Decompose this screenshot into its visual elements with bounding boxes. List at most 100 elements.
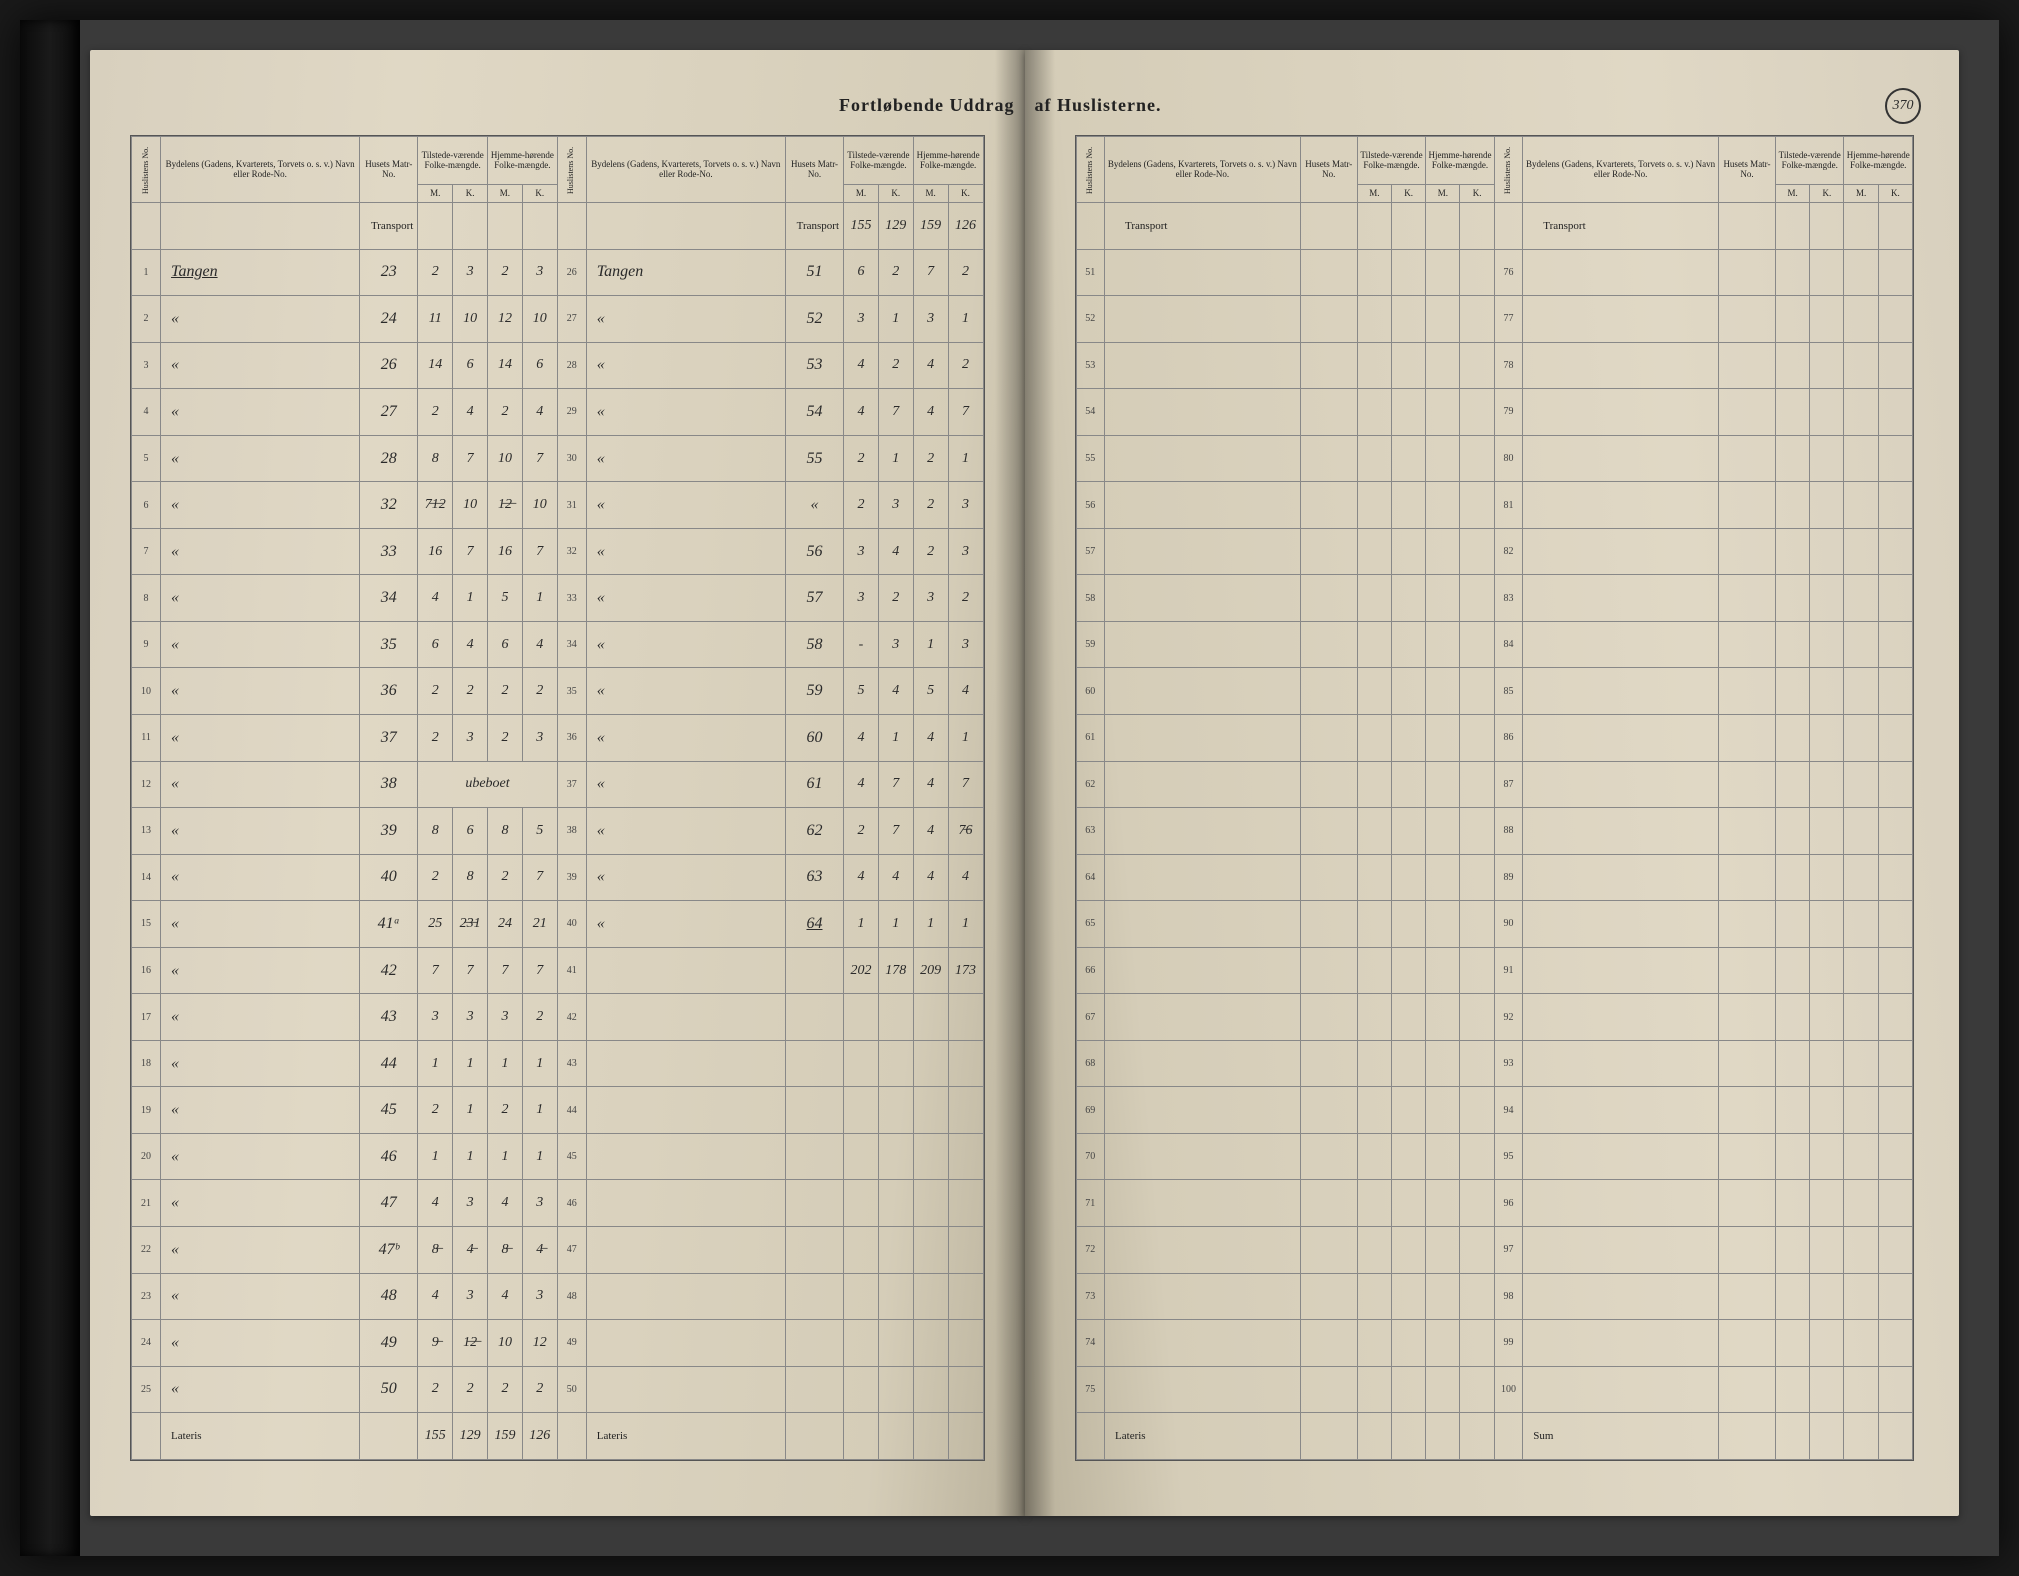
table-row: 22 « 47ᵇ 8̶4̶8̶4̶ 47 — [132, 1227, 984, 1274]
col-hjemme: Hjemme-hørende Folke-mængde. — [488, 137, 558, 185]
col-m: M. — [844, 185, 879, 203]
table-row: 53 78 — [1076, 342, 1913, 389]
col-matr: Husets Matr-No. — [1300, 137, 1357, 203]
col-husliste: Huslistens No. — [557, 137, 586, 203]
table-row: 20 « 46 1111 45 — [132, 1133, 984, 1180]
col-hjemme: Hjemme-hørende Folke-mængde. — [1426, 137, 1494, 185]
col-k: K. — [1878, 185, 1912, 203]
table-row: 63 88 — [1076, 808, 1913, 855]
table-row: 60 85 — [1076, 668, 1913, 715]
lateris-label: Lateris — [1105, 1413, 1301, 1460]
col-m: M. — [488, 185, 523, 203]
table-row: 58 83 — [1076, 575, 1913, 622]
col-k: K. — [878, 185, 913, 203]
table-row: 3 « 26 146146 28 « 53 4 2 4 2 — [132, 342, 984, 389]
col-tilstede: Tilstede-værende Folke-mængde. — [844, 137, 914, 185]
table-row: 72 97 — [1076, 1227, 1913, 1274]
title-right: af Huslisterne. — [1035, 95, 1162, 116]
table-body-left: Transport Transport 155129 159126 1 Tang… — [132, 203, 984, 1460]
page-left: Fortløbende Uddrag Huslistens No. Bydele… — [90, 50, 1025, 1516]
col-m: M. — [1357, 185, 1391, 203]
table-row: 62 87 — [1076, 761, 1913, 808]
table-row: 18 « 44 1111 43 — [132, 1040, 984, 1087]
col-husliste: Huslistens No. — [1076, 137, 1105, 203]
table-body-right: Transport Transport 51 76 52 77 53 78 54… — [1076, 203, 1913, 1460]
page-number: 370 — [1885, 88, 1921, 124]
table-row: 2 « 24 11101210 27 « 52 3 1 3 1 — [132, 296, 984, 343]
col-hjemme: Hjemme-hørende Folke-mængde. — [913, 137, 983, 185]
col-m: M. — [1844, 185, 1878, 203]
table-row: 66 91 — [1076, 947, 1913, 994]
col-m: M. — [1776, 185, 1810, 203]
col-k: K. — [1392, 185, 1426, 203]
table-row: 68 93 — [1076, 1040, 1913, 1087]
table-row: 14 « 40 2827 39 « 63 4 4 4 4 — [132, 854, 984, 901]
table-row: 11 « 37 2323 36 « 60 4 1 4 1 — [132, 715, 984, 762]
col-matr: Husets Matr-No. — [360, 137, 418, 203]
transport-label: Transport — [360, 203, 418, 250]
col-matr: Husets Matr-No. — [785, 137, 843, 203]
title-left: Fortløbende Uddrag — [839, 95, 1015, 116]
ledger-left: Huslistens No. Bydelens (Gadens, Kvarter… — [130, 135, 985, 1461]
col-k: K. — [522, 185, 557, 203]
table-row: 57 82 — [1076, 528, 1913, 575]
col-hjemme: Hjemme-hørende Folke-mængde. — [1844, 137, 1913, 185]
sum-label: Sum — [1523, 1413, 1719, 1460]
ledger-right: Huslistens No. Bydelens (Gadens, Kvarter… — [1075, 135, 1915, 1461]
col-k: K. — [948, 185, 983, 203]
pages-container: Fortløbende Uddrag Huslistens No. Bydele… — [80, 20, 1999, 1556]
table-row: 61 86 — [1076, 715, 1913, 762]
table-row: 51 76 — [1076, 249, 1913, 296]
table-row: 8 « 34 4151 33 « 57 3 2 3 2 — [132, 575, 984, 622]
col-k: K. — [1810, 185, 1844, 203]
table-row: 71 96 — [1076, 1180, 1913, 1227]
table-row: 56 81 — [1076, 482, 1913, 529]
lateris-label: Lateris — [586, 1413, 785, 1460]
col-husliste: Huslistens No. — [132, 137, 161, 203]
col-husliste: Huslistens No. — [1494, 137, 1523, 203]
table-row: 59 84 — [1076, 621, 1913, 668]
book-binding — [20, 20, 80, 1556]
table-row: 19 « 45 2121 44 — [132, 1087, 984, 1134]
col-k: K. — [453, 185, 488, 203]
table-row: 64 89 — [1076, 854, 1913, 901]
col-tilstede: Tilstede-værende Folke-mængde. — [418, 137, 488, 185]
table-row: 15 « 41ᵃ 252̶3̶12421 40 « 64 1 1 1 1 — [132, 901, 984, 948]
col-tilstede: Tilstede-værende Folke-mængde. — [1776, 137, 1844, 185]
col-m: M. — [418, 185, 453, 203]
table-row: 9 « 35 6464 34 « 58 - 3 1 3 — [132, 621, 984, 668]
table-row: 23 « 48 4343 48 — [132, 1273, 984, 1320]
table-row: 54 79 — [1076, 389, 1913, 436]
table-row: 7 « 33 167167 32 « 56 3 4 2 3 — [132, 528, 984, 575]
col-bydel: Bydelens (Gadens, Kvarterets, Torvets o.… — [161, 137, 360, 203]
ledger-table-right: Huslistens No. Bydelens (Gadens, Kvarter… — [1076, 136, 1914, 1460]
col-tilstede: Tilstede-værende Folke-mængde. — [1357, 137, 1425, 185]
table-row: 55 80 — [1076, 435, 1913, 482]
table-row: 65 90 — [1076, 901, 1913, 948]
col-bydel: Bydelens (Gadens, Kvarterets, Torvets o.… — [1105, 137, 1301, 203]
table-row: 6 « 32 7̶1̶2101̶2̶10 31 « « 2 3 2 3 — [132, 482, 984, 529]
table-row: 10 « 36 2222 35 « 59 5 4 5 4 — [132, 668, 984, 715]
table-row: 21 « 47 4343 46 — [132, 1180, 984, 1227]
table-row: 5 « 28 87107 30 « 55 2 1 2 1 — [132, 435, 984, 482]
page-right: af Huslisterne. 370 Huslistens No. B — [1025, 50, 1960, 1516]
table-row: 70 95 — [1076, 1133, 1913, 1180]
table-row: 69 94 — [1076, 1087, 1913, 1134]
table-row: 1 Tangen 23 2323 26 Tangen 51 6 2 7 2 — [132, 249, 984, 296]
table-row: 17 « 43 3332 42 — [132, 994, 984, 1041]
lateris-label: Lateris — [161, 1413, 360, 1460]
table-row: 13 « 39 8685 38 « 62 2 7 4 7̶6 — [132, 808, 984, 855]
table-row: 24 « 49 9̶1̶2̶1012 49 — [132, 1320, 984, 1367]
table-row: 74 99 — [1076, 1320, 1913, 1367]
table-row: 52 77 — [1076, 296, 1913, 343]
col-bydel: Bydelens (Gadens, Kvarterets, Torvets o.… — [586, 137, 785, 203]
col-matr: Husets Matr-No. — [1718, 137, 1775, 203]
col-bydel: Bydelens (Gadens, Kvarterets, Torvets o.… — [1523, 137, 1719, 203]
table-row: 67 92 — [1076, 994, 1913, 1041]
transport-label: Transport — [1105, 203, 1301, 250]
table-row: 16 « 42 7777 41 202 178 209 173 — [132, 947, 984, 994]
table-head: Huslistens No. Bydelens (Gadens, Kvarter… — [132, 137, 984, 203]
table-row: 75 100 — [1076, 1366, 1913, 1413]
col-k: K. — [1460, 185, 1494, 203]
table-head: Huslistens No. Bydelens (Gadens, Kvarter… — [1076, 137, 1913, 203]
